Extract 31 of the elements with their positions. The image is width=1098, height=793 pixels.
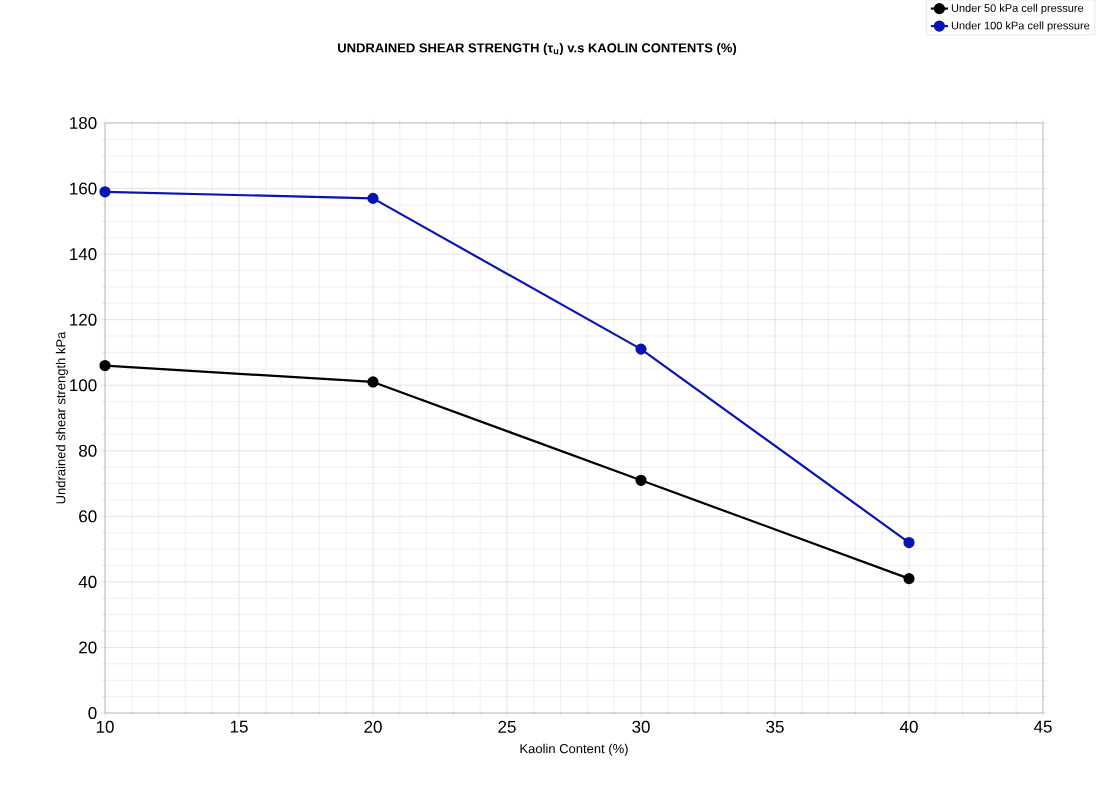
point bbox=[367, 376, 379, 388]
y-tick-label: 0 bbox=[88, 706, 97, 720]
y-tick-label: 180 bbox=[70, 116, 97, 130]
y-tick-label: 80 bbox=[79, 444, 97, 457]
point bbox=[903, 573, 915, 585]
x-tick-label: 20 bbox=[364, 720, 382, 733]
y-axis-title: Undrained shear strength kPa bbox=[55, 331, 68, 504]
chart-title: UNDRAINED SHEAR STRENGTH (τ$_{u}$) v.s KAOLIN CONTENTS (%) bbox=[338, 42, 737, 56]
point bbox=[635, 343, 647, 355]
y-tick-label: 100 bbox=[70, 379, 97, 392]
point bbox=[903, 536, 915, 549]
y-tick-label: 60 bbox=[79, 510, 97, 523]
x-tick-label: 15 bbox=[230, 720, 248, 733]
y-tick-label: 120 bbox=[70, 313, 97, 326]
y-tick-label: 140 bbox=[70, 248, 97, 261]
x-axis-title: Kaolin Content (%) bbox=[520, 743, 628, 756]
legend-label: Under 100 kPa cell pressure bbox=[951, 21, 1090, 32]
point bbox=[367, 192, 379, 204]
x-tick-label: 40 bbox=[899, 720, 918, 733]
point bbox=[635, 474, 647, 486]
point bbox=[99, 359, 111, 372]
x-tick-label: 10 bbox=[96, 720, 114, 733]
x-tick-label: 45 bbox=[1033, 720, 1052, 733]
x-tick-label: 35 bbox=[766, 720, 784, 733]
y-tick-label: 40 bbox=[78, 575, 97, 588]
legend-label: Under 50 kPa cell pressure bbox=[951, 3, 1084, 15]
x-tick-label: 30 bbox=[632, 720, 650, 733]
y-tick-label: 20 bbox=[79, 641, 97, 654]
point bbox=[99, 186, 111, 198]
y-tick-label: 160 bbox=[70, 182, 97, 195]
x-tick-label: 25 bbox=[498, 720, 516, 733]
